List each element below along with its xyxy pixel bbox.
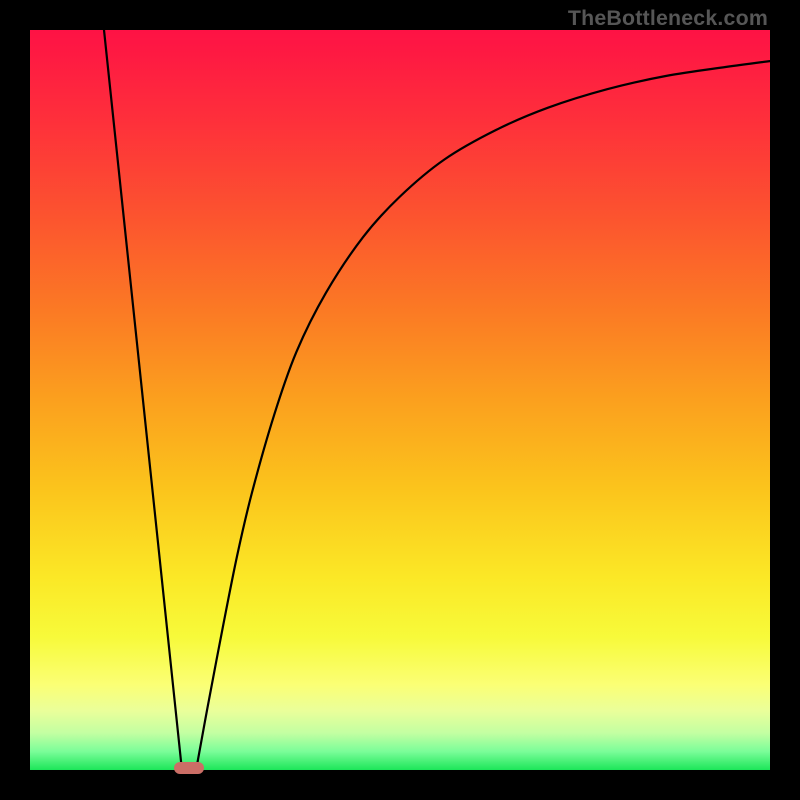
- curve-left-segment: [104, 30, 182, 768]
- curve-right-segment: [197, 61, 771, 768]
- chart-frame: TheBottleneck.com: [0, 0, 800, 800]
- watermark-text: TheBottleneck.com: [568, 6, 768, 31]
- plot-area: [30, 30, 770, 770]
- minimum-marker: [174, 762, 204, 774]
- bottleneck-curve: [30, 30, 770, 770]
